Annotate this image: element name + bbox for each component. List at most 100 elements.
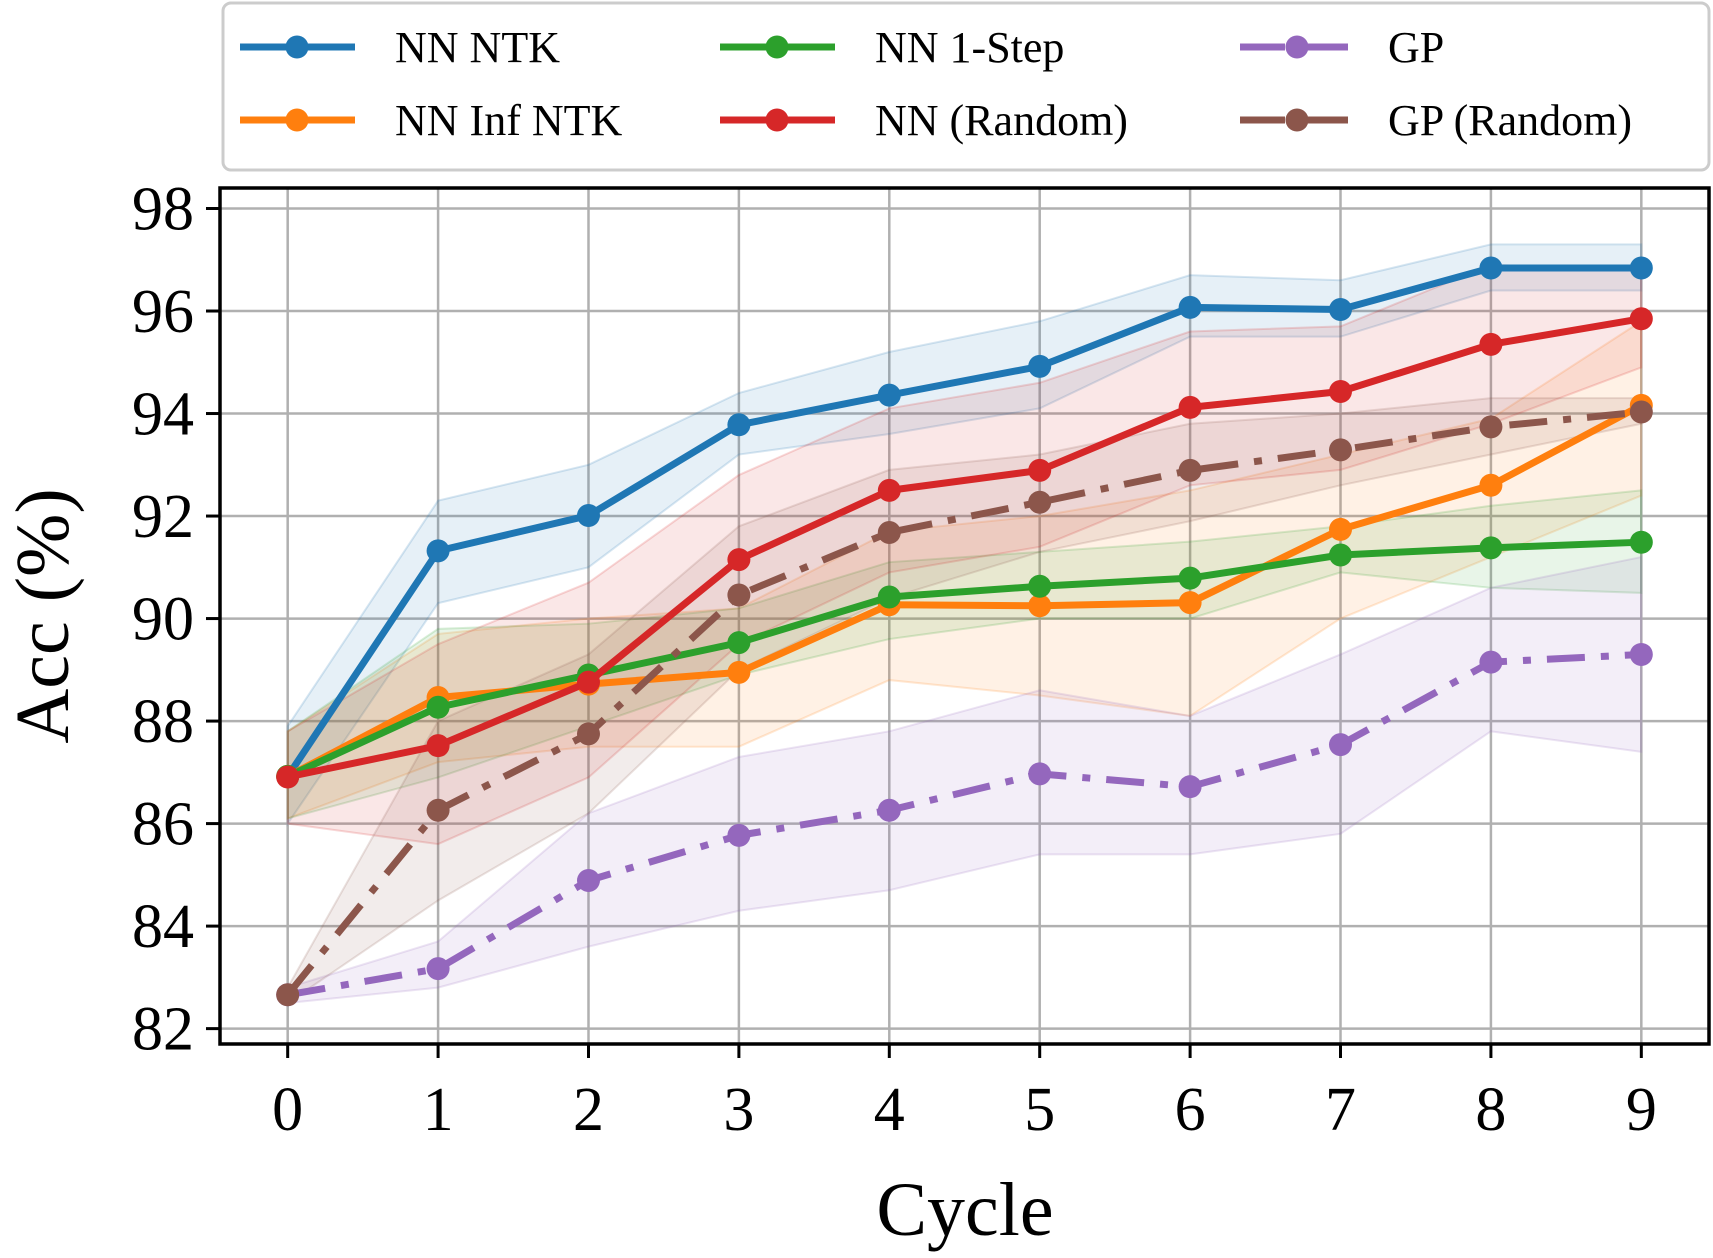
legend-marker-nn-1-step (765, 35, 789, 59)
y-tick-label: 86 (132, 791, 194, 859)
point-gp (426, 957, 450, 981)
y-tick-label: 90 (132, 586, 194, 654)
point-gp (1028, 762, 1052, 786)
y-tick-label: 94 (132, 381, 194, 449)
y-tick-label: 92 (132, 483, 194, 551)
point-nn-random (1479, 332, 1503, 356)
grid (220, 188, 1709, 1044)
legend-label-nn-inf-ntk: NN Inf NTK (395, 96, 623, 145)
point-gp-random (1479, 415, 1503, 439)
y-tick-label: 98 (132, 176, 194, 244)
x-tick-label: 4 (874, 1076, 905, 1144)
point-nn-ntk (1178, 295, 1202, 319)
point-nn-1-step (877, 585, 901, 609)
plot-frame (218, 186, 1711, 1046)
line-nn-random (286, 315, 1642, 781)
band-gp (286, 555, 1643, 1005)
legend-marker-nn-inf-ntk (285, 108, 309, 132)
x-tick-label: 7 (1325, 1076, 1356, 1144)
point-gp (1178, 775, 1202, 799)
point-gp (576, 868, 600, 892)
point-nn-ntk (1329, 297, 1353, 321)
point-nn-random (276, 765, 300, 789)
legend-label-nn-ntk: NN NTK (395, 23, 560, 72)
point-gp (1629, 642, 1653, 666)
line-gp-random (284, 408, 1642, 998)
point-nn-1-step (1479, 536, 1503, 560)
band-gp-random (286, 397, 1643, 1005)
x-tick-label: 8 (1475, 1076, 1506, 1144)
point-gp-random (877, 520, 901, 544)
line-gp (287, 650, 1642, 999)
point-nn-inf-ntk (1479, 473, 1503, 497)
y-axis-title: Acc (%) (1, 488, 85, 743)
x-tick-label: 0 (272, 1076, 303, 1144)
y-tick-label: 82 (132, 996, 194, 1064)
legend-marker-nn-ntk (285, 35, 309, 59)
y-tick-label: 88 (132, 688, 194, 756)
point-nn-1-step (727, 631, 751, 655)
point-gp-random (1629, 400, 1653, 424)
legend-label-nn-1-step: NN 1-Step (875, 23, 1064, 72)
point-gp (727, 823, 751, 847)
band-nn-ntk (286, 243, 1643, 827)
point-nn-inf-ntk (1178, 591, 1202, 615)
point-nn-inf-ntk (1329, 517, 1353, 541)
point-nn-ntk (1028, 354, 1052, 378)
axis-ticks: 0 1 2 3 4 5 6 7 8 9 82 84 86 88 90 92 94 96 98 (132, 176, 1657, 1144)
y-tick-label: 84 (132, 893, 194, 961)
point-nn-random (1629, 307, 1653, 331)
point-nn-inf-ntk (727, 660, 751, 684)
point-nn-random (576, 670, 600, 694)
legend-label-nn-random: NN (Random) (875, 96, 1128, 145)
band-nn-inf-ntk (286, 319, 1643, 820)
point-gp-random (576, 722, 600, 746)
band-nn-random (286, 263, 1643, 846)
point-nn-random (877, 478, 901, 502)
series-lines (276, 256, 1653, 1007)
point-nn-ntk (576, 504, 600, 528)
point-gp-random (1178, 458, 1202, 482)
point-nn-ntk (1479, 256, 1503, 280)
point-nn-random (1329, 379, 1353, 403)
point-nn-inf-ntk (1028, 594, 1052, 618)
legend-marker-gp (1285, 35, 1309, 59)
point-nn-1-step (1329, 543, 1353, 567)
legend-label-gp: GP (1388, 23, 1444, 72)
legend: NN NTK NN Inf NTK NN 1-Step NN (Random) GP GP… (221, 1, 1711, 172)
legend-label-gp-random: GP (Random) (1388, 96, 1632, 145)
x-tick-label: 2 (573, 1076, 604, 1144)
point-gp-random (727, 583, 751, 607)
point-nn-ntk (1629, 256, 1653, 280)
point-nn-ntk (426, 539, 450, 563)
y-tick-label: 96 (132, 278, 194, 346)
confidence-bands (286, 243, 1643, 1005)
point-nn-ntk (727, 413, 751, 437)
point-nn-1-step (1629, 530, 1653, 554)
point-gp (877, 798, 901, 822)
x-axis-title: Cycle (876, 1168, 1053, 1252)
x-tick-label: 9 (1626, 1076, 1657, 1144)
point-gp-random (426, 798, 450, 822)
point-nn-1-step (1178, 566, 1202, 590)
x-tick-label: 3 (723, 1076, 754, 1144)
point-nn-random (426, 734, 450, 758)
point-gp (1329, 733, 1353, 757)
legend-marker-gp-random (1285, 108, 1309, 132)
point-nn-ntk (877, 383, 901, 407)
line-nn-ntk (284, 264, 1642, 779)
x-tick-label: 6 (1175, 1076, 1206, 1144)
line-nn-1-step (286, 538, 1642, 780)
x-tick-label: 1 (423, 1076, 454, 1144)
point-gp-random (1028, 490, 1052, 514)
point-nn-1-step (1028, 574, 1052, 598)
point-gp-random (1329, 438, 1353, 462)
point-nn-1-step (426, 695, 450, 719)
legend-marker-nn-random (765, 108, 789, 132)
point-gp-random (276, 983, 300, 1007)
band-nn-1-step (286, 489, 1643, 820)
point-gp (1479, 650, 1503, 674)
point-nn-random (1178, 395, 1202, 419)
point-nn-random (1028, 458, 1052, 482)
